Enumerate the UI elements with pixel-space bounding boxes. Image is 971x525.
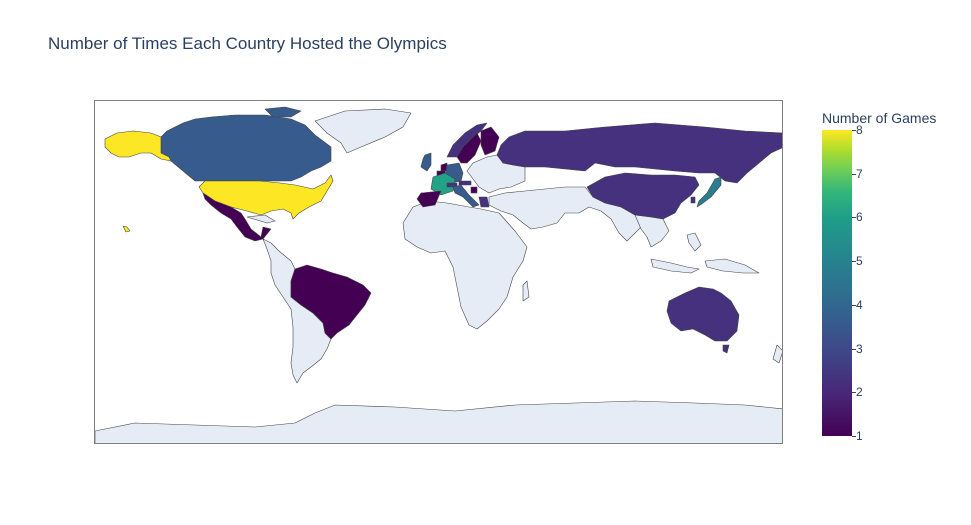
- country-russia[interactable]: [496, 122, 783, 184]
- country-china[interactable]: [586, 172, 700, 220]
- country-united-states[interactable]: [198, 174, 334, 220]
- country-southeast-asia: [650, 258, 700, 274]
- country-antarctica: [95, 400, 782, 443]
- country-japan[interactable]: [696, 176, 722, 208]
- country-italy[interactable]: [452, 184, 480, 208]
- country-finland[interactable]: [480, 126, 500, 156]
- country-france[interactable]: [430, 172, 456, 196]
- country-brazil[interactable]: [290, 264, 372, 340]
- colorbar-tick-label: 7: [856, 166, 863, 181]
- country-central-south-america: [246, 214, 276, 224]
- country-africa: [402, 200, 528, 330]
- country-spain[interactable]: [416, 190, 442, 208]
- colorbar-tick-label: 6: [856, 210, 863, 225]
- country-australia[interactable]: [722, 344, 730, 354]
- country-south-korea[interactable]: [690, 196, 696, 204]
- chart-title: Number of Times Each Country Hosted the …: [48, 34, 447, 53]
- colorbar-tick-mark: [852, 436, 856, 437]
- country-canada[interactable]: [160, 114, 332, 182]
- country-austria[interactable]: [458, 180, 472, 186]
- country-new-zealand: [772, 344, 782, 364]
- colorbar-tick-label: 4: [856, 297, 863, 312]
- country-united-states[interactable]: [104, 130, 172, 162]
- country-bosnia-and-herzegovina[interactable]: [470, 186, 478, 194]
- colorbar-tick-mark: [852, 173, 856, 175]
- world-map[interactable]: [95, 101, 783, 444]
- colorbar-tick-label: 8: [856, 123, 863, 137]
- colorbar-tick-label: 5: [856, 254, 863, 269]
- country-australia[interactable]: [666, 286, 740, 342]
- colorbar-tick-label: 1: [856, 429, 863, 443]
- country-united-kingdom[interactable]: [420, 152, 432, 172]
- colorbar-tick-mark: [852, 392, 856, 394]
- colorbar-tick-mark: [852, 348, 856, 350]
- country-mexico[interactable]: [202, 192, 272, 242]
- country-africa: [522, 280, 530, 302]
- colorbar-tick-label: 3: [856, 341, 863, 356]
- country-southeast-asia: [704, 258, 760, 274]
- colorbar-tick-mark: [852, 130, 856, 131]
- country-united-states[interactable]: [122, 225, 131, 233]
- map-frame[interactable]: [94, 100, 783, 444]
- country-southeast-asia: [686, 232, 702, 252]
- colorbar-tick-mark: [852, 261, 856, 263]
- country-greenland: [314, 108, 412, 154]
- colorbar-tick-mark: [852, 217, 856, 219]
- colorbar: [822, 130, 852, 436]
- colorbar-title: Number of Games: [822, 110, 937, 126]
- country-middle-east-asia: [488, 186, 644, 242]
- colorbar-tick-mark: [852, 304, 856, 306]
- country-southeast-asia: [634, 214, 670, 248]
- colorbar-tick-label: 2: [856, 385, 863, 400]
- country-greece[interactable]: [478, 196, 490, 208]
- country-canada[interactable]: [264, 106, 302, 118]
